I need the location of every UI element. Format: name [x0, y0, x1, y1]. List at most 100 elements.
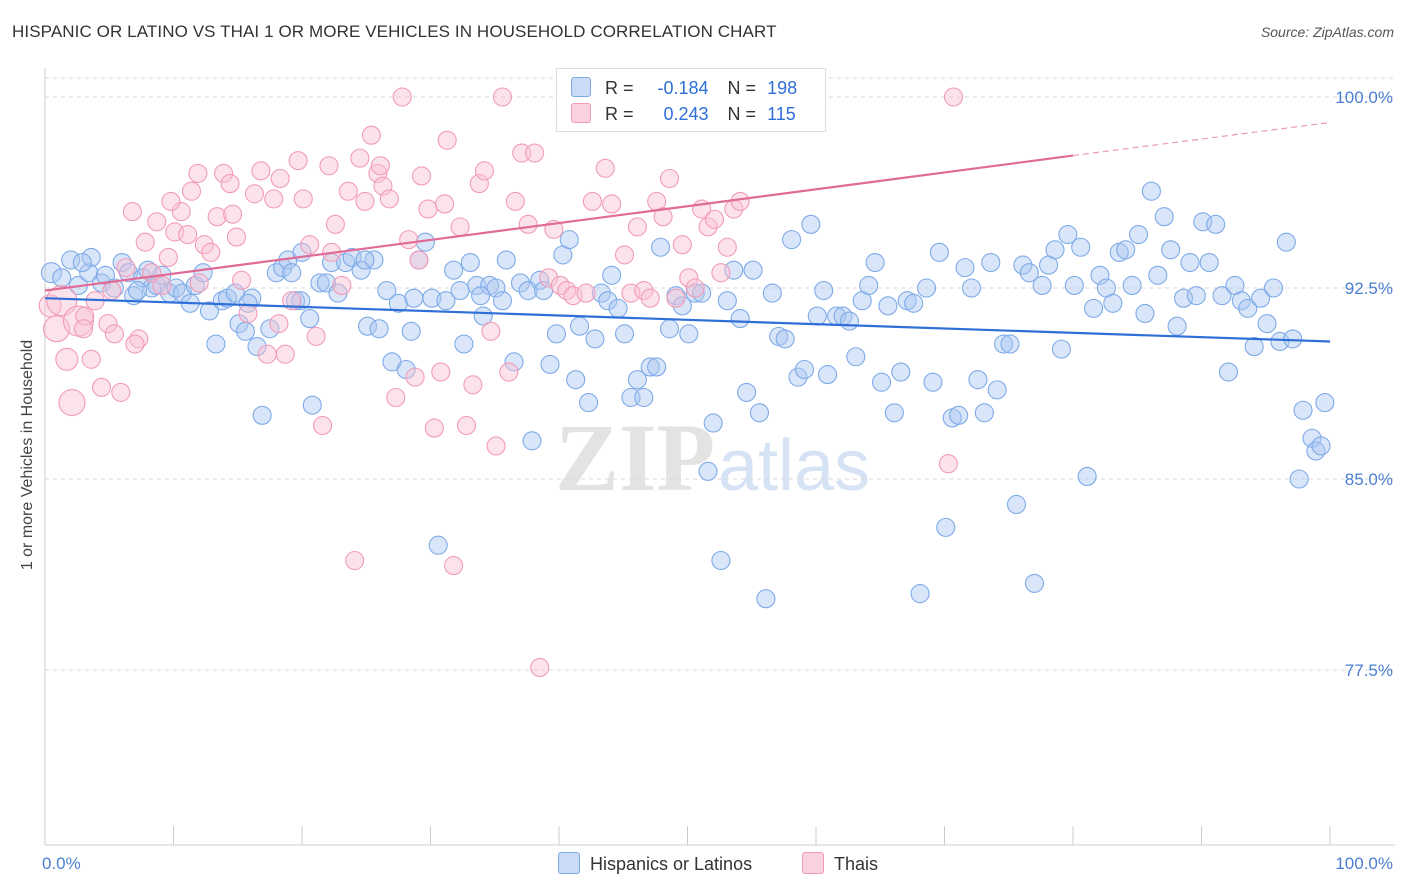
n-label: N = [727, 104, 757, 124]
data-point [1058, 224, 1078, 245]
data-point [602, 265, 622, 285]
data-point [878, 296, 898, 316]
r-label: R = [605, 78, 634, 98]
data-point [1161, 240, 1181, 260]
data-point [72, 252, 92, 273]
data-point [351, 260, 371, 280]
data-point [481, 321, 501, 341]
data-point [313, 415, 333, 436]
data-point [570, 316, 590, 336]
data-point [355, 250, 375, 270]
data-point [1032, 275, 1052, 296]
data-point [1024, 573, 1044, 593]
data-point [743, 260, 763, 280]
trend-line-hispanics [44, 297, 1331, 343]
data-point [659, 168, 680, 189]
stats-row-thais: R = 0.243 N = 115 [571, 103, 796, 125]
data-point [865, 252, 885, 273]
data-point [361, 125, 381, 145]
data-point [188, 163, 208, 183]
data-point [1293, 400, 1313, 420]
data-point [1000, 334, 1020, 354]
data-point [814, 280, 834, 301]
data-point [444, 556, 464, 576]
data-point [251, 161, 271, 181]
data-point [1306, 441, 1326, 461]
data-point [1071, 237, 1091, 257]
data-point [522, 431, 542, 451]
axes [44, 68, 1395, 846]
data-point [275, 344, 295, 364]
watermark-zip: ZIP [555, 404, 715, 511]
x-tick-label: 100.0% [1335, 854, 1393, 873]
data-point [1186, 286, 1206, 306]
data-point [1218, 362, 1239, 382]
data-point [436, 291, 456, 311]
r-value-thais: 0.243 [663, 104, 709, 124]
data-point [300, 309, 320, 329]
data-point [1251, 288, 1271, 308]
data-point [264, 189, 284, 209]
data-point [1045, 240, 1065, 260]
data-point [282, 291, 302, 311]
data-point [368, 163, 388, 183]
n-value-thais: 115 [767, 104, 796, 124]
data-point [104, 324, 124, 344]
data-point [987, 380, 1007, 400]
data-point [672, 235, 692, 255]
data-point [788, 367, 808, 387]
data-point [647, 357, 667, 377]
data-point [540, 354, 560, 374]
data-point [319, 156, 339, 176]
data-point [1257, 314, 1277, 334]
data-point [539, 268, 559, 288]
data-point [1064, 275, 1084, 296]
data-point [392, 87, 412, 107]
data-point [730, 309, 750, 329]
data-point [345, 550, 365, 571]
data-point [310, 273, 330, 293]
data-point [730, 191, 750, 211]
data-point [444, 260, 464, 280]
data-point [859, 275, 879, 296]
data-point [388, 293, 408, 313]
data-point [61, 250, 81, 270]
data-point [377, 280, 397, 301]
data-point [1006, 494, 1027, 515]
data-point [306, 326, 326, 346]
data-point [463, 375, 483, 395]
data-point [270, 168, 290, 189]
data-point [152, 275, 172, 296]
data-point [1122, 275, 1142, 296]
data-point [456, 415, 477, 436]
data-point [104, 278, 124, 298]
data-point [118, 263, 139, 283]
data-point [158, 247, 178, 267]
data-point [981, 252, 1001, 273]
data-point [1141, 181, 1161, 201]
data-point [336, 252, 356, 273]
data-point [238, 293, 258, 313]
data-point [1128, 224, 1149, 245]
data-point [244, 184, 265, 204]
data-point [679, 268, 699, 288]
tick-labels: 77.5% 85.0% 92.5% 100.0% 0.0% 100.0% [42, 88, 1393, 873]
data-point [614, 324, 635, 344]
data-point [58, 389, 86, 417]
data-point [81, 349, 101, 369]
data-point [929, 242, 949, 262]
data-point [486, 278, 506, 298]
data-point [550, 275, 570, 296]
data-point [460, 252, 480, 273]
data-point [473, 306, 493, 326]
data-point [102, 280, 122, 301]
data-point [634, 280, 654, 301]
data-point [557, 280, 577, 301]
data-point [994, 334, 1014, 354]
data-point [199, 301, 220, 321]
data-point [350, 148, 370, 168]
data-point [357, 316, 378, 336]
data-point [530, 657, 550, 678]
chart-title: HISPANIC OR LATINO VS THAI 1 OR MORE VEH… [12, 22, 777, 41]
